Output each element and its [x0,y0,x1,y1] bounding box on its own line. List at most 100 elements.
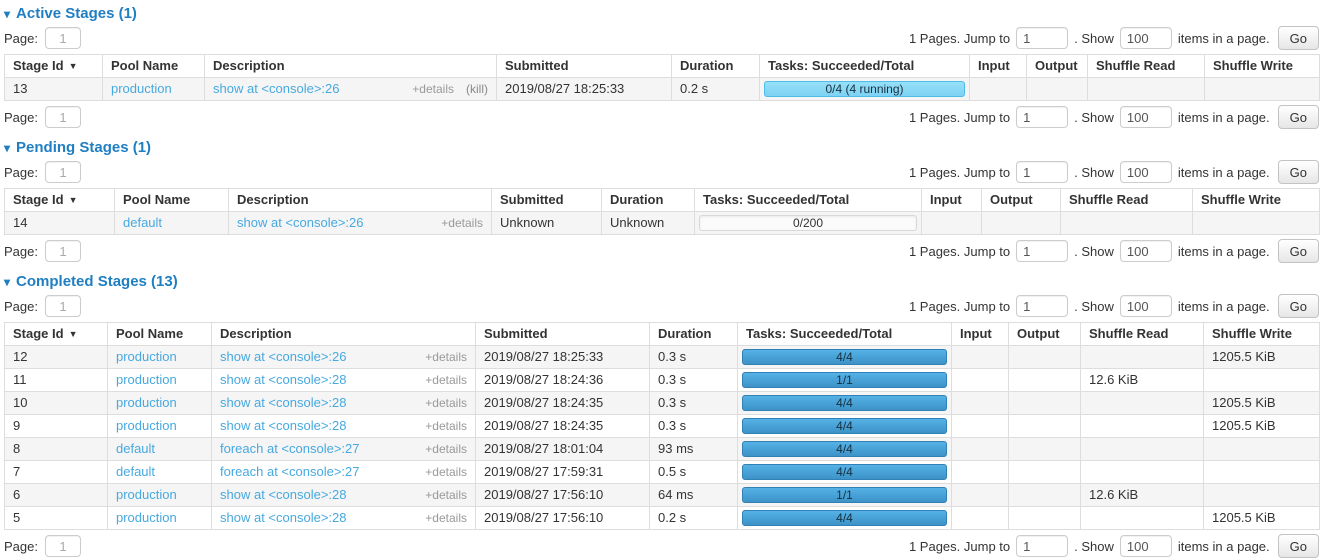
column-label: Duration [610,192,664,207]
description-link[interactable]: show at <console>:28 [220,487,347,502]
description-link[interactable]: show at <console>:28 [220,418,347,433]
jump-to-input[interactable] [1016,106,1069,128]
pool-name-link[interactable]: default [116,441,156,456]
jump-to-input[interactable] [1016,27,1069,49]
go-button[interactable]: Go [1277,534,1319,558]
page-input[interactable] [44,161,81,183]
section-title[interactable]: ▾ Active Stages (1) [4,5,1319,22]
pool-name-link[interactable]: production [111,81,172,96]
column-header-tasks-succeeded-total[interactable]: Tasks: Succeeded/Total [694,188,922,212]
column-header-pool-name[interactable]: Pool Name [102,54,205,78]
jump-to-input[interactable] [1016,295,1069,317]
column-header-pool-name[interactable]: Pool Name [107,322,212,346]
details-link[interactable]: +details [425,396,467,410]
details-link[interactable]: +details [425,373,467,387]
section-title[interactable]: ▾ Completed Stages (13) [4,273,1319,290]
description-link[interactable]: show at <console>:28 [220,372,347,387]
shuffle-read-cell [1080,414,1204,438]
details-link[interactable]: +details [412,82,454,96]
description-link[interactable]: show at <console>:26 [237,215,364,230]
column-header-description[interactable]: Description [228,188,492,212]
column-header-stage-id[interactable]: Stage Id ▼ [4,322,108,346]
show-text: . Show [1074,30,1114,46]
column-header-shuffle-write[interactable]: Shuffle Write [1203,322,1320,346]
column-header-description[interactable]: Description [211,322,476,346]
column-header-shuffle-read[interactable]: Shuffle Read [1060,188,1193,212]
column-header-output[interactable]: Output [1008,322,1081,346]
show-input[interactable] [1119,27,1172,49]
column-header-output[interactable]: Output [981,188,1061,212]
column-header-shuffle-write[interactable]: Shuffle Write [1204,54,1320,78]
input-cell [969,77,1027,101]
column-header-output[interactable]: Output [1026,54,1088,78]
column-header-shuffle-read[interactable]: Shuffle Read [1087,54,1205,78]
go-button[interactable]: Go [1277,294,1319,318]
items-text: items in a page. [1177,298,1270,314]
jump-to-input[interactable] [1016,535,1069,557]
go-button[interactable]: Go [1277,26,1319,50]
shuffle-write-cell: 1205.5 KiB [1203,391,1320,415]
show-input[interactable] [1119,295,1172,317]
column-header-input[interactable]: Input [969,54,1027,78]
details-link[interactable]: +details [425,442,467,456]
column-header-submitted[interactable]: Submitted [496,54,672,78]
details-link[interactable]: +details [425,350,467,364]
description-link[interactable]: show at <console>:28 [220,395,347,410]
duration-cell: 0.3 s [649,345,738,369]
column-header-stage-id[interactable]: Stage Id ▼ [4,54,103,78]
task-progress-bar: 4/4 [742,510,947,526]
description-link[interactable]: show at <console>:26 [213,81,340,96]
description-link[interactable]: foreach at <console>:27 [220,441,360,456]
show-input[interactable] [1119,535,1172,557]
column-header-input[interactable]: Input [951,322,1009,346]
pool-name-link[interactable]: production [116,510,177,525]
pool-name-link[interactable]: production [116,487,177,502]
details-link[interactable]: +details [425,511,467,525]
column-header-stage-id[interactable]: Stage Id ▼ [4,188,115,212]
page-input[interactable] [44,27,81,49]
column-header-tasks-succeeded-total[interactable]: Tasks: Succeeded/Total [737,322,952,346]
details-link[interactable]: +details [441,216,483,230]
show-input[interactable] [1119,106,1172,128]
column-header-shuffle-write[interactable]: Shuffle Write [1192,188,1320,212]
pool-name-link[interactable]: default [123,215,163,230]
column-header-tasks-succeeded-total[interactable]: Tasks: Succeeded/Total [759,54,970,78]
show-input[interactable] [1119,161,1172,183]
details-link[interactable]: +details [425,488,467,502]
column-header-duration[interactable]: Duration [671,54,760,78]
shuffle-read-cell [1080,391,1204,415]
jump-to-input[interactable] [1016,240,1069,262]
description-link[interactable]: foreach at <console>:27 [220,464,360,479]
column-header-shuffle-read[interactable]: Shuffle Read [1080,322,1204,346]
page-input[interactable] [44,535,81,557]
column-header-description[interactable]: Description [204,54,497,78]
column-header-duration[interactable]: Duration [601,188,695,212]
input-cell [951,368,1009,392]
pages-jump-text: 1 Pages. Jump to [908,109,1011,125]
jump-to-input[interactable] [1016,161,1069,183]
description-link[interactable]: show at <console>:26 [220,349,347,364]
show-text: . Show [1074,243,1114,259]
pool-name-link[interactable]: production [116,418,177,433]
page-input[interactable] [44,295,81,317]
column-header-submitted[interactable]: Submitted [491,188,602,212]
pool-name-link[interactable]: production [116,349,177,364]
description-link[interactable]: show at <console>:28 [220,510,347,525]
details-link[interactable]: +details [425,419,467,433]
column-header-pool-name[interactable]: Pool Name [114,188,229,212]
kill-link[interactable]: (kill) [466,82,488,96]
go-button[interactable]: Go [1277,239,1319,263]
pool-name-link[interactable]: production [116,372,177,387]
pool-name-link[interactable]: default [116,464,156,479]
pool-name-link[interactable]: production [116,395,177,410]
page-input[interactable] [44,240,81,262]
show-input[interactable] [1119,240,1172,262]
section-title[interactable]: ▾ Pending Stages (1) [4,139,1319,156]
column-header-duration[interactable]: Duration [649,322,738,346]
column-header-input[interactable]: Input [921,188,982,212]
go-button[interactable]: Go [1277,105,1319,129]
column-header-submitted[interactable]: Submitted [475,322,650,346]
details-link[interactable]: +details [425,465,467,479]
go-button[interactable]: Go [1277,160,1319,184]
page-input[interactable] [44,106,81,128]
